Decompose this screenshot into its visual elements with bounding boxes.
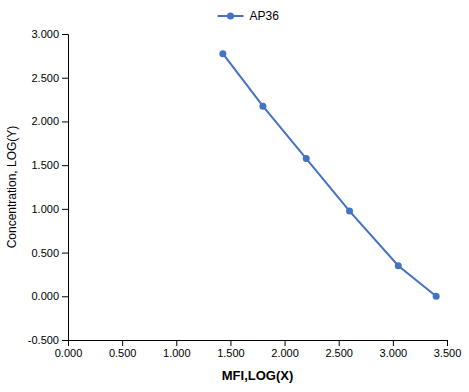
tick: 1.500 xyxy=(217,340,245,359)
tick: 3.000 xyxy=(380,340,408,359)
tick: 1.000 xyxy=(163,340,191,359)
tick-mark xyxy=(176,340,177,346)
tick-mark xyxy=(62,121,68,122)
axis-line xyxy=(62,35,69,341)
tick-label: 0.000 xyxy=(55,347,83,359)
point xyxy=(303,155,310,162)
tick-label: 0.000 xyxy=(31,290,59,302)
chart: 0.000 0.500 1.000 1.500 2.000 2.500 3.000 3.500… xyxy=(0,0,469,392)
tick: -0.500 xyxy=(28,334,68,346)
tick: 2.000 xyxy=(271,340,299,359)
tick: 2.500 xyxy=(325,340,353,359)
legend-item: AP36 xyxy=(218,9,280,23)
tick-mark xyxy=(285,340,286,346)
tick: 1.500 xyxy=(31,159,68,171)
axis-line xyxy=(69,341,448,347)
tick-label: 2.500 xyxy=(31,72,59,84)
legend: AP36 xyxy=(218,9,280,23)
tick: 0.500 xyxy=(31,247,68,259)
tick: 3.000 xyxy=(31,28,68,40)
y-axis: -0.500 0.000 0.500 1.000 1.500 2.000 2.500 3.00… xyxy=(28,28,69,346)
line xyxy=(223,54,436,297)
tick-label: 3.000 xyxy=(31,28,59,40)
y-axis-title: Concentration, LOG(Y) xyxy=(5,126,19,249)
x-axis-title: MFI,LOG(X) xyxy=(222,368,294,383)
tick: 0.000 xyxy=(31,290,68,302)
marks xyxy=(219,50,439,300)
tick: 0.500 xyxy=(109,340,137,359)
tick-label: 1.500 xyxy=(217,347,245,359)
tick-mark xyxy=(62,165,68,166)
tick-label: 2.000 xyxy=(31,115,59,127)
tick-mark xyxy=(62,296,68,297)
legend-marker xyxy=(227,13,234,20)
tick: 2.500 xyxy=(31,72,68,84)
tick-mark xyxy=(62,209,68,210)
tick-mark xyxy=(62,253,68,254)
point xyxy=(259,103,266,110)
x-axis: 0.000 0.500 1.000 1.500 2.000 2.500 3.000 3.500 xyxy=(55,340,462,359)
tick-label: 3.500 xyxy=(434,347,462,359)
tick-mark xyxy=(62,78,68,79)
tick-label: 1.000 xyxy=(163,347,191,359)
tick-label: 2.000 xyxy=(271,347,299,359)
tick-label: 3.000 xyxy=(380,347,408,359)
legend-label: AP36 xyxy=(250,9,280,23)
point xyxy=(395,262,402,269)
point xyxy=(346,208,353,215)
tick-label: 2.500 xyxy=(325,347,353,359)
tick-mark xyxy=(122,340,123,346)
tick: 2.000 xyxy=(31,115,68,127)
tick-label: 1.500 xyxy=(31,159,59,171)
tick-mark xyxy=(339,340,340,346)
point xyxy=(219,50,226,57)
plot: 0.000 0.500 1.000 1.500 2.000 2.500 3.000 3.500… xyxy=(28,28,461,359)
tick-mark xyxy=(393,340,394,346)
tick-label: 0.500 xyxy=(31,247,59,259)
tick-mark xyxy=(62,340,68,341)
tick-mark xyxy=(447,340,448,346)
tick-label: -0.500 xyxy=(28,334,59,346)
tick-label: 1.000 xyxy=(31,203,59,215)
tick-mark xyxy=(230,340,231,346)
tick: 3.500 xyxy=(434,340,462,359)
tick-mark xyxy=(62,34,68,35)
point xyxy=(433,293,440,300)
tick-label: 0.500 xyxy=(109,347,137,359)
tick: 1.000 xyxy=(31,203,68,215)
